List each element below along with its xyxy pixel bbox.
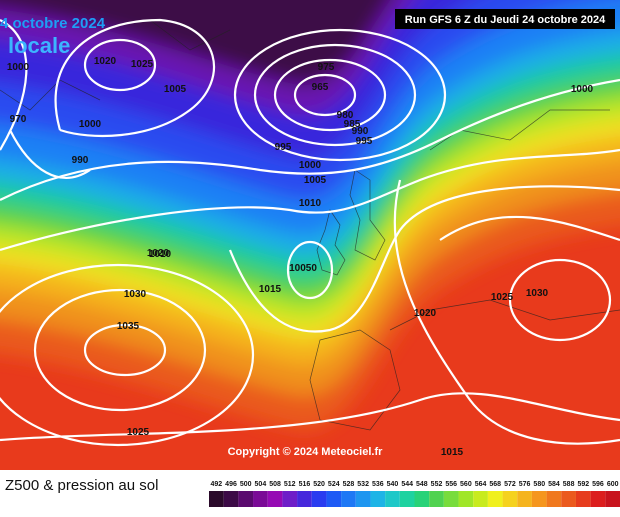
colorbar-swatch [238, 491, 254, 507]
isobar-label: 1000 [79, 119, 102, 130]
colorbar-label: 508 [269, 481, 281, 488]
copyright: Copyright © 2024 Meteociel.fr [228, 446, 384, 458]
colorbar-label: 536 [372, 481, 384, 488]
colorbar-swatch [297, 491, 312, 507]
colorbar-label: 512 [284, 481, 296, 488]
colorbar-swatch [575, 491, 591, 507]
field-band [0, 0, 391, 86]
isobar-label: 985 [344, 119, 361, 130]
isobar-label: 1025 [491, 292, 514, 303]
colorbar-label: 540 [387, 481, 399, 488]
colorbar-label: 516 [299, 481, 311, 488]
colorbar-swatch [605, 491, 620, 507]
colorbar-swatch [267, 491, 283, 507]
isobar-label: 1015 [441, 447, 464, 458]
colorbar-swatch [385, 491, 400, 507]
isobar-label: 1005 [164, 84, 187, 95]
isobar-label: 970 [10, 114, 27, 125]
colorbar-label: 600 [607, 481, 619, 488]
isobar-label: 1010 [149, 249, 172, 260]
colorbar-label: 560 [460, 481, 472, 488]
subtitle-fragment: locale [8, 33, 70, 58]
colorbar-swatch [253, 491, 268, 507]
colorbar-swatch [531, 491, 547, 507]
isobar-label: 1025 [127, 427, 150, 438]
isobar-label: 1005 [304, 175, 327, 186]
colorbar-swatch [370, 491, 386, 507]
colorbar-swatch [546, 491, 562, 507]
colorbar-label: 524 [328, 481, 340, 488]
isobar-label: 995 [275, 142, 292, 153]
colorbar-label: 544 [401, 481, 413, 488]
colorbar-label: 564 [475, 481, 487, 488]
colorbar-swatch [458, 491, 474, 507]
colorbar-label: 504 [255, 481, 267, 488]
isobar-label: 990 [72, 155, 89, 166]
run-box [395, 9, 615, 29]
isobar-label: 980 [337, 110, 354, 121]
colorbar-label: 528 [343, 481, 355, 488]
colorbar-label: 588 [563, 481, 575, 488]
colorbar-label: 592 [577, 481, 589, 488]
colorbar-swatch [517, 491, 532, 507]
field: 1020 1025 1005 1000 990 970 995 1010 965 975 98098… [0, 0, 620, 470]
colorbar-swatch [590, 491, 606, 507]
colorbar-label: 496 [225, 481, 237, 488]
colorbar-label: 568 [489, 481, 501, 488]
colorbar-label: 572 [504, 481, 516, 488]
colorbar-swatch [473, 491, 488, 507]
isobar-label: 975 [318, 62, 335, 73]
isobar-label: 1015 [259, 284, 282, 295]
isobar-label: 1020 [94, 56, 117, 67]
colorbar-swatch [429, 491, 444, 507]
isobar-label: 1030 [124, 289, 147, 300]
isobar-label: 1035 [117, 321, 140, 332]
isobar-label: 1000 [7, 62, 30, 73]
colorbar-swatch [561, 491, 576, 507]
date-fragment: 4 octobre 2024 [0, 15, 106, 32]
isobar-label: 10050 [289, 263, 317, 274]
colorbar-swatch [399, 491, 415, 507]
colorbar-label: 548 [416, 481, 428, 488]
isobar-label: 1010 [299, 198, 322, 209]
colorbar-label: 520 [313, 481, 325, 488]
isobar-label: 1000 [571, 84, 594, 95]
isobars [0, 18, 620, 447]
isobar-label: 990 [352, 126, 369, 137]
isobar-label: 1020 [147, 248, 170, 259]
colorbar-swatch [326, 491, 342, 507]
colorbar-swatch [443, 491, 459, 507]
footer-title: Z500 & pression au sol [5, 477, 158, 494]
isobar-label: 1020 [414, 308, 437, 319]
colorbar-swatch [414, 491, 430, 507]
colorbar-label: 552 [431, 481, 443, 488]
colorbar-label: 492 [210, 481, 222, 488]
colorbar-swatch [282, 491, 298, 507]
colorbar-swatch [341, 491, 356, 507]
colorbar-label: 556 [445, 481, 457, 488]
isobar-label: 1025 [131, 59, 154, 70]
colorbar-swatch [502, 491, 518, 507]
colorbar-label: 584 [548, 481, 560, 488]
colorbar-swatch [355, 491, 371, 507]
colorbar-label: 500 [240, 481, 252, 488]
run-info: Run GFS 6 Z du Jeudi 24 octobre 2024 [405, 14, 606, 26]
colorbar-swatch [311, 491, 327, 507]
colorbar-label: 580 [533, 481, 545, 488]
colorbar: 492 496 500 504 508 512 516 520 524 528 532 536 540 5… [209, 481, 620, 507]
colorbar-label: 532 [357, 481, 369, 488]
isobar-label: 995 [356, 136, 373, 147]
colorbar-label: 596 [592, 481, 604, 488]
colorbar-swatch [209, 491, 224, 507]
colorbar-swatch [223, 491, 239, 507]
colorbar-label: 576 [519, 481, 531, 488]
colorbar-swatch [487, 491, 503, 507]
isobar-label: 1000 [299, 160, 322, 171]
isobar-label: 965 [312, 82, 329, 93]
isobar-label: 1030 [526, 288, 549, 299]
